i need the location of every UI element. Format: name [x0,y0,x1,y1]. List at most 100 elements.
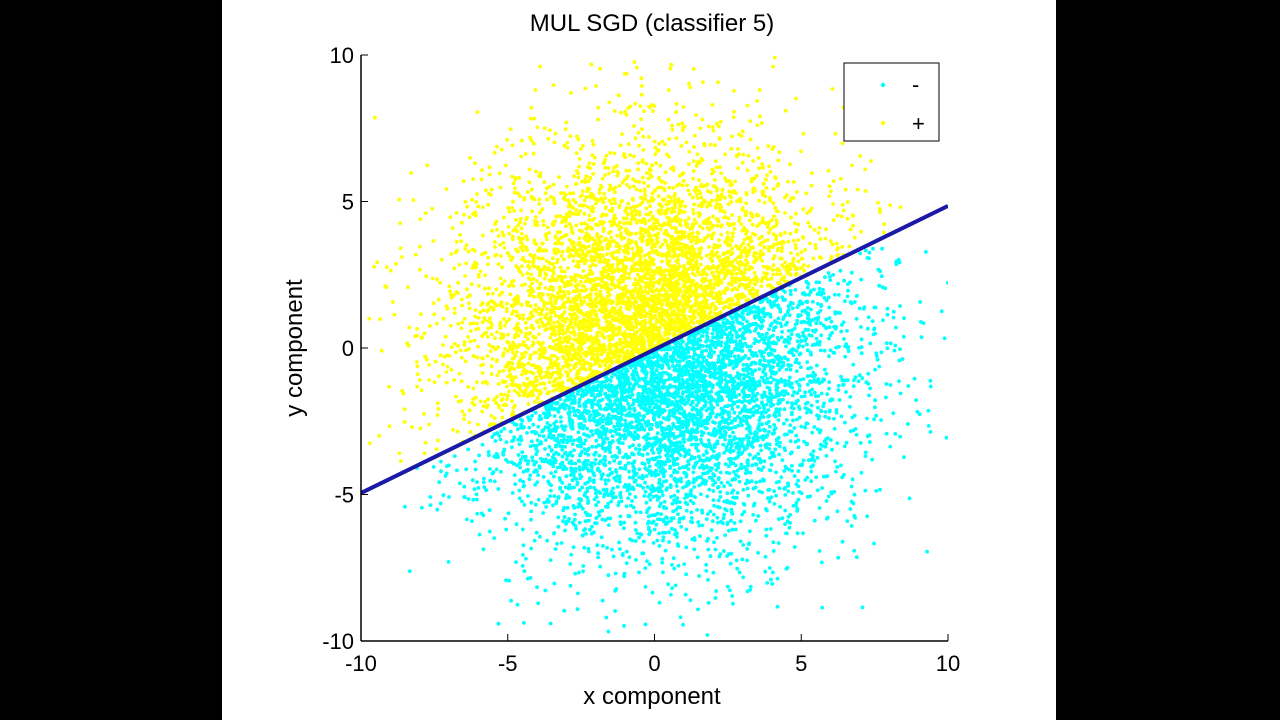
data-point-minus [750,383,754,388]
data-point-plus [544,312,549,317]
data-point-minus [791,491,795,495]
data-point-minus [671,556,676,561]
data-point-minus [778,504,782,509]
data-point-plus [544,316,549,321]
data-point-minus [782,421,786,426]
data-point-minus [580,506,585,511]
chart-title: MUL SGD (classifier 5) [530,10,774,37]
data-point-minus [815,455,820,460]
data-point-plus [710,125,715,130]
data-point-minus [529,517,533,522]
data-point-minus [695,508,699,512]
data-point-minus [667,540,671,544]
data-point-minus [799,365,803,369]
data-point-plus [658,245,663,249]
data-point-minus [738,411,742,415]
data-point-minus [754,462,759,467]
data-point-minus [745,547,750,551]
data-point-minus [741,501,746,506]
data-point-plus [495,227,499,232]
data-point-plus [628,104,633,109]
data-point-minus [594,521,599,526]
data-point-minus [573,512,577,517]
data-point-minus [748,348,752,353]
data-point-plus [504,320,509,324]
data-point-plus [609,287,613,292]
data-point-minus [791,503,796,508]
data-point-plus [718,165,722,170]
data-point-plus [607,100,612,105]
data-point-minus [843,354,848,359]
data-point-plus [799,250,804,255]
data-point-minus [583,451,588,456]
data-point-plus [479,177,484,182]
data-point-minus [552,494,557,499]
data-point-plus [610,279,615,284]
data-point-plus [828,239,833,244]
data-point-minus [535,438,540,443]
data-point-minus [575,482,580,487]
data-point-plus [483,286,487,291]
data-point-minus [764,507,768,511]
data-point-plus [603,173,607,178]
data-point-plus [755,289,760,293]
data-point-minus [750,463,755,468]
data-point-minus [477,532,482,537]
data-point-minus [826,271,831,275]
data-point-plus [579,298,583,303]
data-point-plus [695,152,700,157]
data-point-plus [611,169,615,174]
data-point-plus [502,317,506,321]
data-point-plus [511,340,516,345]
data-point-minus [513,482,518,487]
data-point-minus [757,367,762,371]
data-point-minus [865,416,869,421]
data-point-minus [898,347,902,351]
data-point-minus [858,251,862,256]
data-point-plus [694,113,698,117]
data-point-minus [644,474,649,478]
data-point-minus [575,607,580,611]
data-point-minus [737,392,742,397]
data-point-minus [470,519,474,524]
data-point-minus [492,479,497,484]
data-point-plus [535,279,539,283]
data-point-plus [480,371,485,375]
data-point-minus [572,448,576,453]
data-point-plus [627,276,632,280]
data-point-minus [569,552,574,557]
data-point-minus [802,439,806,444]
data-point-minus [719,481,724,485]
data-point-plus [804,191,809,196]
data-point-minus [789,348,793,353]
data-point-plus [391,300,395,304]
data-point-plus [882,222,887,227]
data-point-plus [455,429,460,434]
data-point-minus [784,344,788,349]
data-point-minus [661,570,665,575]
data-point-minus [813,394,818,399]
data-point-plus [676,240,680,245]
data-point-plus [543,276,547,281]
data-point-minus [764,402,769,407]
data-point-plus [452,378,457,382]
data-point-plus [659,185,664,190]
data-point-minus [919,335,924,339]
data-point-minus [754,518,758,523]
data-point-minus [809,334,814,338]
data-point-plus [827,194,832,199]
data-point-plus [755,146,760,151]
data-point-plus [673,192,677,196]
data-point-plus [507,254,512,258]
data-point-plus [765,238,770,243]
data-point-minus [799,394,804,399]
data-point-minus [531,458,535,463]
data-point-minus [718,470,723,475]
data-point-plus [551,339,556,343]
data-point-plus [379,348,384,353]
data-point-minus [613,571,618,576]
data-point-minus [767,429,771,434]
data-point-plus [845,200,850,204]
data-point-plus [456,280,461,285]
data-point-plus [533,88,538,92]
